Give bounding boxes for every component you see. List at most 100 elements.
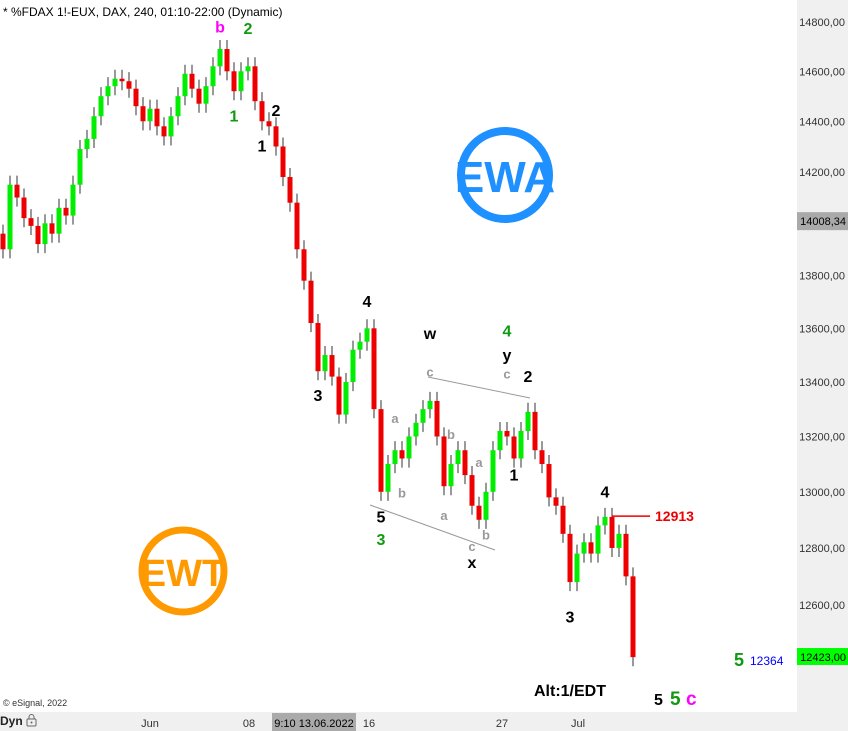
target-wave-label: 5 xyxy=(734,650,744,670)
candle-body xyxy=(329,355,335,377)
candle-body xyxy=(210,66,216,87)
channel-line-lower xyxy=(369,504,496,551)
candle-body xyxy=(315,323,321,372)
bottom-wave-label: 5 xyxy=(670,689,681,710)
ewt-logo-ring xyxy=(138,526,228,616)
candle-body xyxy=(609,516,615,548)
candle-body xyxy=(420,409,426,423)
dynamic-mode-label[interactable]: Dyn xyxy=(0,714,23,728)
wave-label: x xyxy=(468,555,477,572)
candle-body xyxy=(14,184,20,198)
bottom-wave-label: 5 xyxy=(654,692,663,709)
wave-label: c xyxy=(468,539,475,554)
candle-body xyxy=(224,49,230,72)
wave-label: b xyxy=(447,427,455,442)
candle-body xyxy=(147,108,153,122)
target-price-label: 12364 xyxy=(750,654,784,668)
price-axis[interactable] xyxy=(797,0,848,731)
candle-body xyxy=(371,328,377,410)
candle-body xyxy=(91,116,97,139)
candle-body xyxy=(581,542,587,554)
y-tick-label: 13600,00 xyxy=(799,323,845,335)
wave-label: c xyxy=(426,365,433,380)
crosshair-price: 14008,34 xyxy=(800,216,846,228)
candle-body xyxy=(28,218,34,226)
candle-body xyxy=(21,197,27,219)
x-tick-label: 16 xyxy=(363,718,375,730)
candle-body xyxy=(196,88,202,104)
candle-body xyxy=(294,202,300,250)
candle-body xyxy=(630,576,636,658)
candle-body xyxy=(42,223,48,245)
y-tick-label: 14800,00 xyxy=(799,17,845,29)
wave-label: y xyxy=(503,347,512,364)
candle-body xyxy=(546,464,552,498)
candle-body xyxy=(532,411,538,451)
y-tick-label: 14200,00 xyxy=(799,167,845,179)
candle-body xyxy=(98,96,104,117)
candle-body xyxy=(126,81,132,89)
candle-body xyxy=(287,177,293,203)
ewt-logo: EWT xyxy=(141,553,225,595)
candle-body xyxy=(616,533,622,548)
candle-body xyxy=(280,146,286,178)
alt-count-label: Alt:1/EDT xyxy=(534,683,606,700)
bottom-wave-label: c xyxy=(686,689,697,710)
candle-body xyxy=(574,553,580,583)
candle-body xyxy=(203,86,209,104)
x-tick-label: 27 xyxy=(496,718,508,730)
candle-body xyxy=(602,516,608,526)
candle-body xyxy=(161,126,167,137)
candle-body xyxy=(49,223,55,234)
crosshair-price-box xyxy=(797,212,848,231)
y-tick-label: 14400,00 xyxy=(799,116,845,128)
candle-body xyxy=(567,533,573,583)
wave-label: 2 xyxy=(272,103,281,120)
candle-body xyxy=(301,249,307,281)
candle-body xyxy=(70,184,76,216)
candle-body xyxy=(434,400,440,437)
wave-label: 2 xyxy=(244,21,253,38)
candle-body xyxy=(231,71,237,92)
candle-body xyxy=(448,464,454,487)
lock-icon[interactable] xyxy=(26,713,37,727)
candle-body xyxy=(350,349,356,382)
copyright: © eSignal, 2022 xyxy=(3,698,68,708)
candle-body xyxy=(455,450,461,465)
wave-label: a xyxy=(391,411,399,426)
wave-label: 3 xyxy=(566,609,575,626)
candle-body xyxy=(266,121,272,127)
candle-body xyxy=(252,66,258,102)
candle-body xyxy=(336,376,342,415)
candle-body xyxy=(0,233,6,250)
candle-body xyxy=(357,341,363,350)
wave-label: 4 xyxy=(363,294,372,311)
candle-body xyxy=(238,71,244,92)
candle-body xyxy=(518,430,524,459)
candle-body xyxy=(595,525,601,554)
candle-body xyxy=(560,505,566,534)
candle-body xyxy=(56,207,62,234)
candle-body xyxy=(273,126,279,147)
candle-body xyxy=(154,108,160,127)
wave-label: w xyxy=(423,326,437,343)
ewa-logo-ring xyxy=(457,127,553,223)
y-tick-label: 13200,00 xyxy=(799,431,845,443)
candle-body xyxy=(385,464,391,492)
crosshair-time: 9:10 13.06.2022 xyxy=(274,718,354,730)
candle-body xyxy=(140,106,146,122)
wave-label: 5 xyxy=(377,510,386,527)
candle-body xyxy=(133,88,139,107)
x-tick-label: 08 xyxy=(243,718,255,730)
candle-body xyxy=(490,450,496,492)
candle-body xyxy=(427,400,433,410)
time-axis[interactable] xyxy=(0,712,797,731)
last-price-box xyxy=(797,648,848,665)
candle-body xyxy=(322,355,328,372)
candle-body xyxy=(168,116,174,137)
wave-label: 4 xyxy=(601,484,610,501)
candle-body xyxy=(189,73,195,89)
candle-body xyxy=(483,491,489,520)
candle-body xyxy=(308,280,314,324)
